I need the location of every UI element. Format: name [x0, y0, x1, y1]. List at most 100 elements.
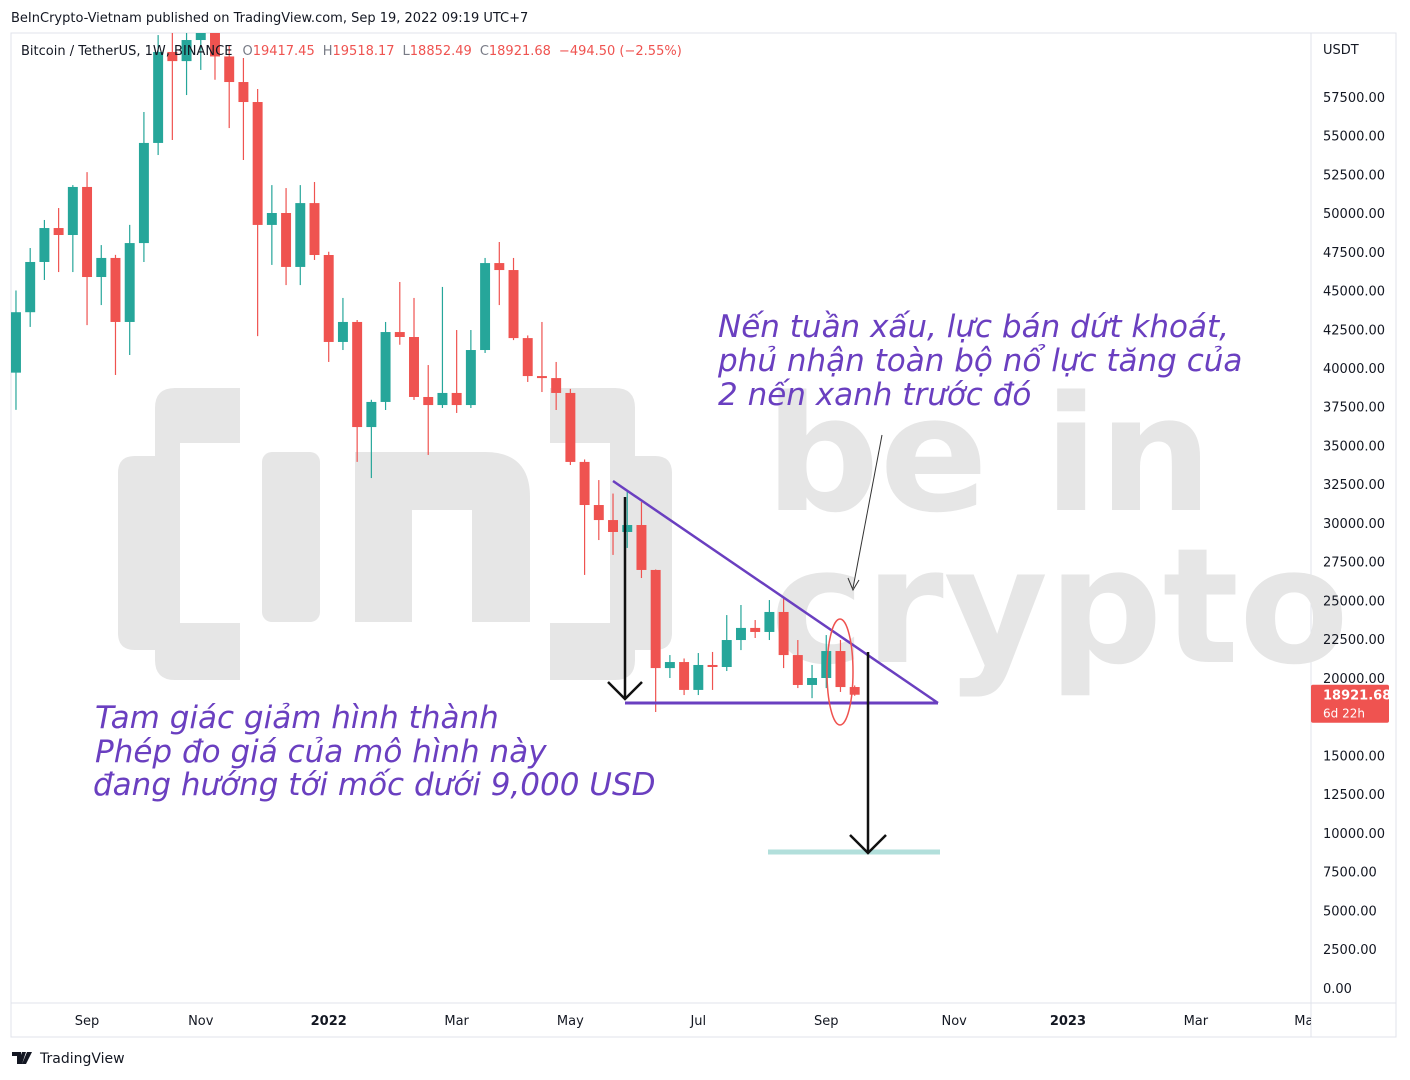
candle-body [39, 228, 50, 262]
candle-body [181, 40, 192, 62]
y-tick-label: 5000.00 [1323, 904, 1377, 919]
annotation: phủ nhận toàn bộ nổ lực tăng của [717, 343, 1242, 379]
candle-body [849, 687, 860, 695]
frame [10, 32, 1397, 1038]
candle-body [480, 263, 491, 351]
legend-letter: C [480, 44, 489, 59]
credit: BeInCrypto-Vietnam published on TradingV… [11, 11, 528, 26]
candle-body [96, 257, 107, 278]
candle-body [835, 651, 846, 688]
candle-body [451, 392, 462, 406]
last-price-label: 18921.68 [1323, 689, 1391, 704]
arrow-head [849, 834, 887, 855]
legend-close: 18921.68 [489, 44, 551, 59]
candle-body [309, 203, 320, 256]
legend-letter: O [242, 44, 252, 59]
legend-letter: L [403, 44, 411, 59]
candle-body [778, 611, 789, 656]
y-tick-label: 35000.00 [1323, 439, 1385, 454]
candle-body [295, 203, 306, 267]
y-tick-label: 42500.00 [1323, 323, 1385, 338]
annotation: 2 nến xanh trước đó [718, 377, 1031, 413]
candle-body [394, 332, 405, 338]
candle-body [67, 186, 78, 236]
candle-body [266, 213, 277, 225]
candle-body [792, 655, 803, 685]
y-tick-label: 55000.00 [1323, 130, 1385, 145]
watermark: be in crypto [118, 361, 1349, 700]
candle-body [522, 338, 533, 377]
drawings [607, 434, 940, 855]
x-tick-label: 2022 [311, 1014, 347, 1029]
pointer-head [847, 577, 860, 592]
y-tick-label: 45000.00 [1323, 285, 1385, 300]
candle-body [25, 261, 36, 313]
watermark-text: be in [765, 361, 1213, 548]
candle-body [579, 461, 590, 506]
candle-body [536, 376, 547, 379]
candle-body [138, 142, 149, 244]
y-tick-label: 2500.00 [1323, 943, 1377, 958]
candle-body [650, 569, 661, 669]
candle-body [366, 401, 377, 428]
candle-body [380, 332, 391, 402]
logo-bracket-left [118, 388, 240, 680]
x-tick-label: 2023 [1050, 1014, 1086, 1029]
annotation: Nến tuần xấu, lực bán dứt khoát, [718, 309, 1229, 345]
candle-body [735, 627, 746, 641]
candle-body [821, 651, 832, 678]
annotation: Tam giác giảm hình thành [95, 700, 499, 736]
candle-body [423, 396, 434, 406]
pointer-line [852, 434, 883, 589]
watermark-text: crypto [770, 513, 1349, 700]
candle-body [82, 186, 93, 278]
candle-body [323, 255, 334, 342]
candle-body [224, 56, 235, 83]
logo-bracket-right [550, 388, 672, 680]
y-tick-label: 22500.00 [1323, 633, 1385, 648]
x-axis: Sep Nov 2022 Mar May Jul Sep Nov 2023 Mar Ma [75, 1014, 1311, 1029]
y-tick-label: 30000.00 [1323, 517, 1385, 532]
candle-body [153, 51, 164, 143]
y-tick-label: 12500.00 [1323, 788, 1385, 803]
logo-i [262, 452, 320, 622]
x-tick-label: Jul [689, 1014, 706, 1029]
candle-body [764, 611, 775, 632]
last-price-box [1311, 684, 1389, 723]
legend-change: −494.50 (−2.55%) [559, 44, 682, 59]
y-tick-label: 57500.00 [1323, 91, 1385, 106]
arrow-head [607, 681, 643, 701]
highlight-ellipse [826, 618, 854, 726]
y-tick-label: 10000.00 [1323, 827, 1385, 842]
legend-letter: H [323, 44, 333, 59]
candle-body [721, 640, 732, 667]
logo-n [355, 452, 530, 622]
footer: TradingView [39, 1051, 125, 1067]
legend-open: 19417.45 [253, 44, 315, 59]
y-tick-label: 37500.00 [1323, 401, 1385, 416]
x-tick-label: Sep [814, 1014, 839, 1029]
y-tick-label: 7500.00 [1323, 866, 1377, 881]
tv-logo [12, 1052, 32, 1064]
candle-body [750, 627, 761, 632]
candle-body [195, 33, 206, 41]
x-tick-label: Sep [75, 1014, 100, 1029]
y-tick-label: 27500.00 [1323, 556, 1385, 571]
candle-body [508, 270, 519, 339]
candle-body [252, 102, 263, 225]
candle-body [622, 525, 633, 532]
candle-body [409, 337, 419, 397]
x-tick-label: Mar [444, 1014, 469, 1029]
candle-body [465, 350, 476, 406]
x-tick-label: Mar [1184, 1014, 1209, 1029]
candle-body [437, 392, 448, 406]
y-tick-label: 47500.00 [1323, 246, 1385, 261]
x-tick-label: Nov [942, 1014, 968, 1029]
y-tick-label: 25000.00 [1323, 594, 1385, 609]
candle-body [281, 213, 292, 267]
legend-symbol: Bitcoin / TetherUS, 1W, BINANCE [21, 44, 232, 59]
candle-body [707, 664, 718, 667]
candle-body [210, 33, 220, 57]
candle-body [636, 525, 647, 570]
